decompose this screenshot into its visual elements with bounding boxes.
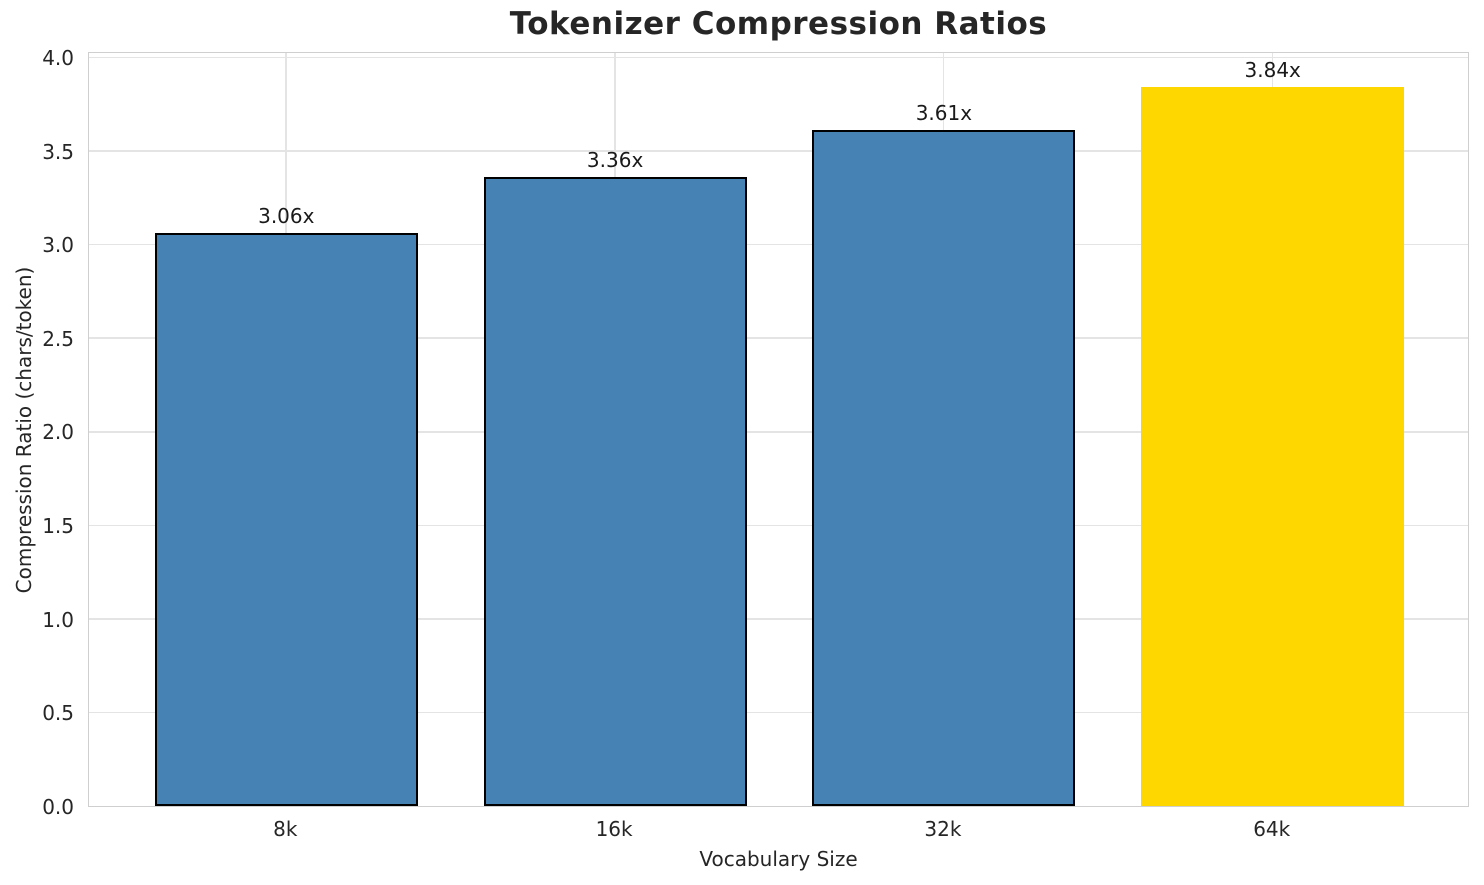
y-tick-label: 4.0 <box>42 45 74 70</box>
x-tick-label-16k: 16k <box>595 817 633 841</box>
gridline-y-2.0 <box>89 431 1468 433</box>
plot-area: 3.06x 3.36x 3.61x 3.84x <box>88 52 1469 807</box>
y-tick-label: 2.0 <box>42 420 74 445</box>
gridline-y-1.0 <box>89 618 1468 620</box>
y-tick-label: 1.5 <box>42 514 74 539</box>
y-tick-label: 3.5 <box>42 139 74 164</box>
gridline-y-4.0 <box>89 56 1468 58</box>
x-tick-label-64k: 64k <box>1253 817 1291 841</box>
gridline-y-0.5 <box>89 711 1468 714</box>
bar-value-label-64k: 3.84x <box>1244 57 1301 82</box>
chart-title: Tokenizer Compression Ratios <box>509 6 1048 42</box>
gridline-y-2.5 <box>89 337 1468 339</box>
y-tick-label: 0.0 <box>42 795 74 819</box>
gridline-y-3.0 <box>89 243 1468 246</box>
x-tick-label-8k: 8k <box>273 817 298 841</box>
bar-16k <box>483 176 747 806</box>
gridline-y-1.5 <box>89 524 1468 527</box>
y-tick-label: 0.5 <box>42 701 74 726</box>
bar-32k <box>812 130 1076 806</box>
x-axis-label: Vocabulary Size <box>699 847 858 871</box>
x-tick-label-32k: 32k <box>924 817 962 841</box>
bar-value-label-16k: 3.36x <box>586 147 644 172</box>
y-tick-label: 1.0 <box>42 607 74 632</box>
y-tick-label: 3.0 <box>42 233 74 258</box>
gridline-y-3.5 <box>89 150 1468 152</box>
bar-value-label-8k: 3.06x <box>258 204 315 229</box>
bar-64k <box>1141 86 1405 806</box>
bar-8k <box>154 233 418 806</box>
bar-value-label-32k: 3.61x <box>915 101 973 126</box>
y-tick-label: 2.5 <box>42 326 74 351</box>
